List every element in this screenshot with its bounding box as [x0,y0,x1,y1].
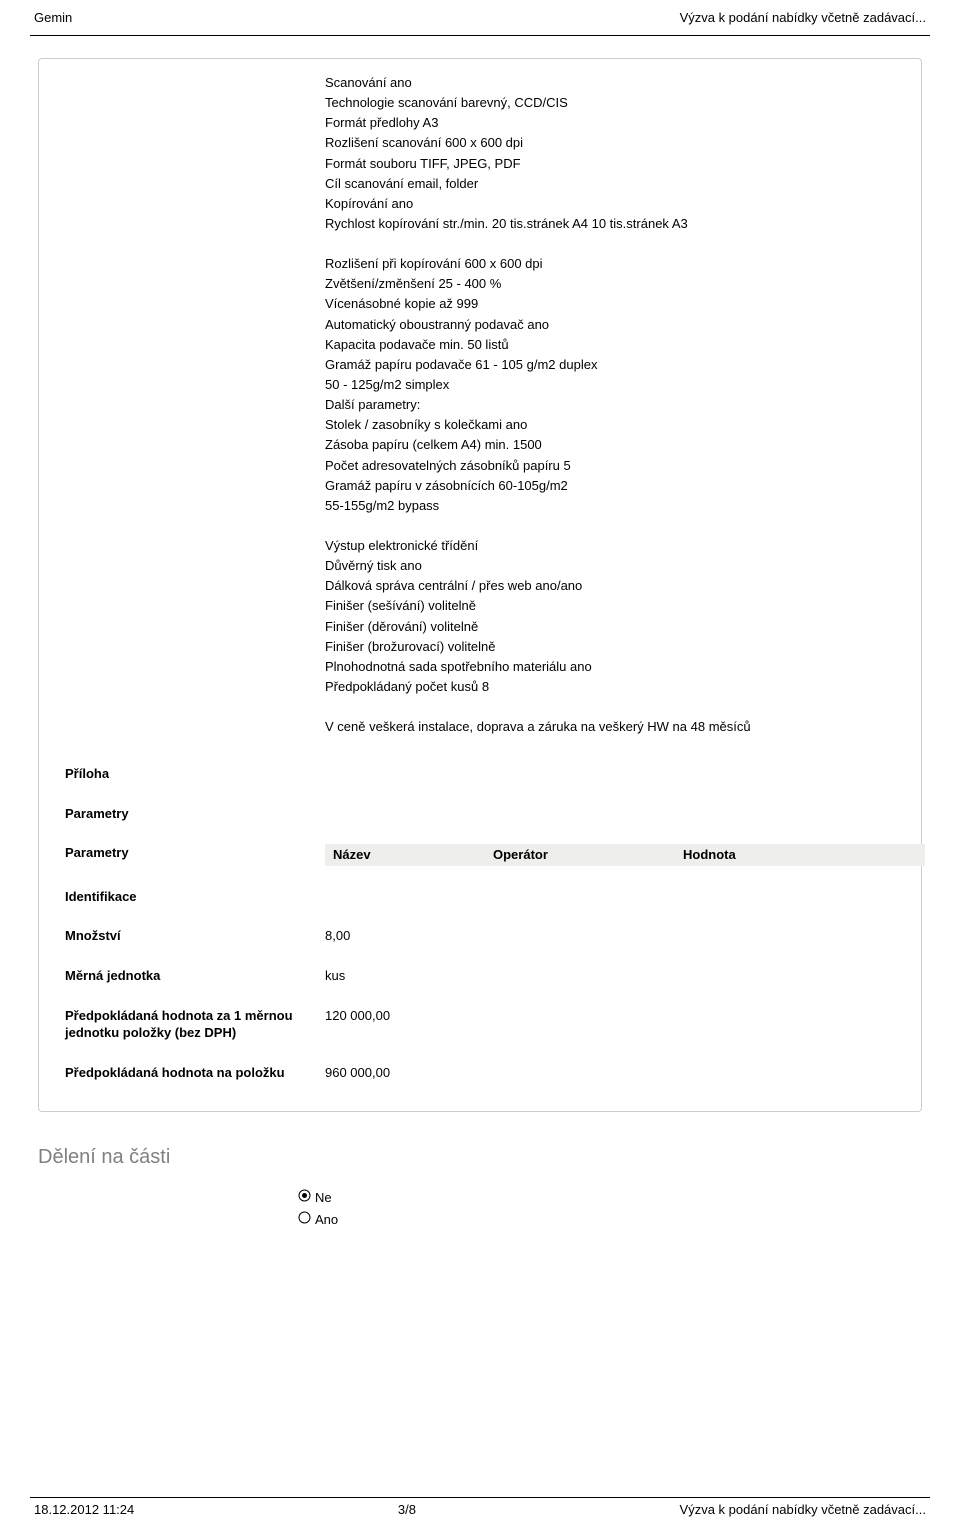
spec-line: Gramáž papíru v zásobnících 60-105g/m2 [325,476,895,496]
field-jednotka: Měrná jednotka kus [65,967,895,985]
field-identifikace: Identifikace [65,888,895,906]
spec-line: Dálková správa centrální / přes web ano/… [325,576,895,596]
header-rule [30,35,930,36]
col-operator: Operátor [493,846,683,864]
priloha-label: Příloha [65,765,325,783]
hodnota-polozka-value: 960 000,00 [325,1064,895,1082]
col-name: Název [333,846,493,864]
spec-block: Scanování anoTechnologie scanování barev… [65,73,895,737]
section-deleni: Dělení na části [38,1146,930,1169]
spec-line: Technologie scanování barevný, CCD/CIS [325,93,895,113]
col-value: Hodnota [683,846,917,864]
param-table-header: Název Operátor Hodnota [325,844,925,866]
radio-group-deleni: Ne Ano [30,1187,930,1231]
spec-line: Cíl scanování email, folder [325,174,895,194]
spec-line: Vícenásobné kopie až 999 [325,294,895,314]
page-footer: 18.12.2012 11:24 3/8 Výzva k podání nabí… [30,1497,930,1517]
field-parametry-heading: Parametry [65,805,895,823]
spec-line: Finišer (děrování) volitelně [325,617,895,637]
spec-line: V ceně veškerá instalace, doprava a záru… [325,717,895,737]
spec-line: Formát předlohy A3 [325,113,895,133]
radio-unselected-icon [298,1209,311,1231]
field-mnozstvi: Množství 8,00 [65,927,895,945]
spec-line: Rychlost kopírování str./min. 20 tis.str… [325,214,895,234]
fields: Příloha Parametry Parametry Název Operát… [65,765,895,1081]
spec-line: Zvětšení/změnšení 25 - 400 % [325,274,895,294]
radio-option-ano[interactable]: Ano [298,1209,930,1231]
radio-option-ne[interactable]: Ne [298,1187,930,1209]
header-right: Výzva k podání nabídky včetně zadávací..… [680,10,926,25]
hodnota-mj-label: Předpokládaná hodnota za 1 měrnou jednot… [65,1007,325,1042]
spec-line: Zásoba papíru (celkem A4) min. 1500 [325,435,895,455]
radio-ano-label: Ano [315,1209,338,1231]
spec-line: Kopírování ano [325,194,895,214]
parametry-row-label: Parametry [65,844,325,862]
spec-line: Stolek / zasobníky s kolečkami ano [325,415,895,435]
field-parametry-table: Parametry Název Operátor Hodnota [65,844,895,866]
jednotka-value: kus [325,967,895,985]
identifikace-label: Identifikace [65,888,325,906]
mnozstvi-label: Množství [65,927,325,945]
parametry-label: Parametry [65,805,325,823]
spec-line: Rozlišení při kopírování 600 x 600 dpi [325,254,895,274]
spec-line: Plnohodnotná sada spotřebního materiálu … [325,657,895,677]
radio-selected-icon [298,1187,311,1209]
hodnota-polozka-label: Předpokládaná hodnota na položku [65,1064,325,1082]
spec-line: Gramáž papíru podavače 61 - 105 g/m2 dup… [325,355,895,375]
hodnota-mj-value: 120 000,00 [325,1007,895,1025]
field-hodnota-polozka: Předpokládaná hodnota na položku 960 000… [65,1064,895,1082]
spec-line: Rozlišení scanování 600 x 600 dpi [325,133,895,153]
content-box: Scanování anoTechnologie scanování barev… [38,58,922,1112]
page: Gemin Výzva k podání nabídky včetně zadá… [0,0,960,1527]
spec-line: Finišer (sešívání) volitelně [325,596,895,616]
spec-line: Výstup elektronické třídění [325,536,895,556]
footer-right: Výzva k podání nabídky včetně zadávací..… [680,1502,926,1517]
field-priloha: Příloha [65,765,895,783]
footer-left: 18.12.2012 11:24 [34,1502,134,1517]
field-hodnota-mj: Předpokládaná hodnota za 1 měrnou jednot… [65,1007,895,1042]
spec-line: Předpokládaný počet kusů 8 [325,677,895,697]
spec-line: Finišer (brožurovací) volitelně [325,637,895,657]
header-left: Gemin [34,10,72,25]
spec-line: Kapacita podavače min. 50 listů [325,335,895,355]
page-header: Gemin Výzva k podání nabídky včetně zadá… [30,10,930,25]
spec-line: Scanování ano [325,73,895,93]
spec-line: Důvěrný tisk ano [325,556,895,576]
radio-ne-label: Ne [315,1187,332,1209]
spec-line: 50 - 125g/m2 simplex [325,375,895,395]
mnozstvi-value: 8,00 [325,927,895,945]
spec-line: Automatický oboustranný podavač ano [325,315,895,335]
jednotka-label: Měrná jednotka [65,967,325,985]
spec-line: 55-155g/m2 bypass [325,496,895,516]
spec-line: Další parametry: [325,395,895,415]
footer-rule [30,1497,930,1498]
spec-line: Formát souboru TIFF, JPEG, PDF [325,154,895,174]
spec-line: Počet adresovatelných zásobníků papíru 5 [325,456,895,476]
footer-center: 3/8 [398,1502,416,1517]
